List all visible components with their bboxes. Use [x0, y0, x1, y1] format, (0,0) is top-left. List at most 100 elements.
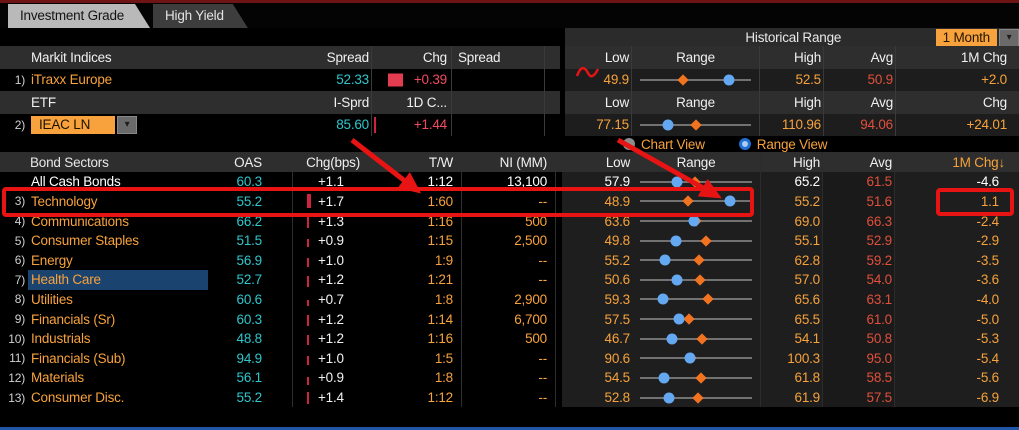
table-row[interactable]: 3) Technology 55.2 +1.7 1:60 -- 48.9 55.…: [0, 191, 1019, 212]
range-cell: [632, 211, 760, 231]
high-column-header[interactable]: High: [760, 91, 824, 114]
low-column-header[interactable]: Low: [565, 91, 632, 114]
chart-view-option[interactable]: Chart View: [623, 137, 705, 152]
current-dot-marker: [662, 119, 674, 131]
high-column-header[interactable]: High: [760, 152, 822, 172]
avg-column-header[interactable]: Avg: [824, 46, 896, 69]
1m-chg-value: -3.5: [894, 250, 1019, 271]
range-cell: [632, 368, 760, 388]
1m-chg-value: -5.3: [894, 328, 1019, 349]
range-column-header[interactable]: Range: [632, 91, 760, 114]
ni-value: 13,100: [462, 172, 556, 192]
1m-chg-value: -2.4: [894, 211, 1019, 231]
1d-chg-column-header[interactable]: 1D C...: [372, 91, 452, 114]
table-row[interactable]: 1) iTraxx Europe 52.33 +0.39: [0, 68, 560, 91]
chg-column-header[interactable]: Chg: [372, 46, 452, 69]
spread-column-header[interactable]: Spread: [200, 46, 372, 69]
high-column-header[interactable]: High: [760, 46, 824, 69]
table-row[interactable]: 2) IEAC LN ▾ 85.60 +1.44: [0, 113, 560, 136]
table-row[interactable]: 5) Consumer Staples 51.5 +0.9 1:15 2,500…: [0, 230, 1019, 251]
avg-value: 61.0: [822, 309, 894, 329]
1m-chg-value: 1.1: [894, 191, 1019, 212]
avg-diamond-marker: [695, 372, 708, 384]
tab-investment-grade[interactable]: Investment Grade: [8, 4, 150, 28]
table-row[interactable]: 12) Materials 56.1 +0.9 1:8 -- 54.5 61.8…: [0, 368, 1019, 388]
table-row[interactable]: 6) Energy 56.9 +1.0 1:9 -- 55.2 62.8 59.…: [0, 250, 1019, 271]
chg-cell: +0.7: [293, 290, 370, 310]
sector-name: Industrials: [31, 331, 91, 347]
low-value: 59.3: [562, 289, 632, 310]
low-value: 46.7: [562, 328, 632, 349]
1m-chg-column-header[interactable]: 1M Chg: [960, 49, 1007, 65]
table-row[interactable]: 8) Utilities 60.6 +0.7 1:8 2,900 59.3 65…: [0, 289, 1019, 310]
range-cell: [632, 348, 760, 369]
chevron-down-icon[interactable]: ▾: [999, 28, 1019, 47]
low-value: 50.6: [562, 270, 632, 290]
tab-high-yield[interactable]: High Yield: [153, 4, 248, 28]
red-bar-marker: [374, 116, 376, 133]
chevron-down-icon[interactable]: ▾: [117, 115, 137, 134]
chg-cell: +1.0: [293, 250, 370, 270]
chg-bar: [307, 391, 309, 405]
ni-value: 500: [462, 211, 556, 231]
avg-column-header[interactable]: Avg: [824, 91, 896, 114]
table-row[interactable]: 9) Financials (Sr) 60.3 +1.2 1:14 6,700 …: [0, 309, 1019, 329]
oas-column-header[interactable]: OAS: [208, 152, 293, 172]
tw-value: 1:60: [370, 191, 462, 212]
etf-ticker-selector[interactable]: IEAC LN: [31, 115, 115, 134]
low-column-header[interactable]: Low: [565, 46, 632, 69]
bond-sectors-column-header[interactable]: Bond Sectors: [30, 154, 109, 170]
row-number: 5): [14, 233, 25, 248]
spread2-column-header[interactable]: Spread: [452, 46, 545, 69]
current-dot-marker: [663, 392, 675, 403]
current-dot-marker: [724, 195, 736, 207]
range-cell: [632, 230, 760, 251]
table-row[interactable]: 10) Industrials 48.8 +1.2 1:16 500 46.7 …: [0, 328, 1019, 349]
table-row[interactable]: All Cash Bonds 60.3 +1.1 1:12 13,100 57.…: [0, 172, 1019, 192]
current-dot-marker: [657, 293, 669, 305]
sector-name: Communications: [31, 213, 129, 229]
range-line: [640, 318, 752, 321]
avg-value: 61.5: [822, 172, 894, 192]
table-row[interactable]: 7) Health Care 52.7 +1.2 1:21 -- 50.6 57…: [0, 270, 1019, 290]
range-view-option[interactable]: Range View: [738, 137, 828, 152]
ni-value: 2,500: [462, 230, 556, 251]
ni-mm-column-header[interactable]: NI (MM): [462, 152, 556, 172]
radio-selected-icon[interactable]: [738, 138, 751, 150]
tw-value: 1:9: [370, 250, 462, 271]
chg-bar: [307, 356, 309, 366]
table-row[interactable]: 13) Consumer Disc. 55.2 +1.4 1:12 -- 52.…: [0, 387, 1019, 408]
table-row[interactable]: 11) Financials (Sub) 94.9 +1.0 1:5 -- 90…: [0, 348, 1019, 369]
chg-cell: +1.4: [293, 388, 370, 408]
range-column-header[interactable]: Range: [676, 154, 716, 170]
high-value: 69.0: [760, 211, 822, 231]
radio-unselected-icon[interactable]: [623, 138, 635, 150]
avg-diamond-marker: [701, 293, 714, 306]
avg-value: 66.3: [822, 211, 894, 231]
current-dot-marker: [688, 215, 700, 227]
chg-value: +0.39: [372, 68, 452, 91]
avg-diamond-marker: [676, 74, 689, 86]
1m-chg-column-header[interactable]: 1M Chg ↓: [894, 152, 1019, 172]
isprd-column-header[interactable]: I-Sprd: [200, 91, 372, 114]
low-value: 49.9: [565, 68, 632, 91]
period-selector[interactable]: 1 Month: [935, 29, 997, 46]
current-dot-marker: [670, 235, 682, 247]
oas-value: 55.2: [208, 191, 293, 212]
row-number: 11): [9, 351, 25, 366]
etf-header-row: ETF I-Sprd 1D C...: [0, 91, 560, 114]
tw-column-header[interactable]: T/W: [370, 152, 462, 172]
avg-column-header[interactable]: Avg: [822, 152, 894, 172]
range-column-header[interactable]: Range: [632, 46, 760, 69]
row-number: 3): [14, 194, 25, 209]
1m-chg-value: -4.6: [894, 172, 1019, 192]
chg-column-header[interactable]: Chg: [982, 94, 1007, 110]
sector-name: Consumer Disc.: [31, 390, 125, 405]
chg-cell: +0.9: [293, 231, 370, 251]
avg-diamond-marker: [683, 313, 695, 325]
chg-bps-column-header[interactable]: Chg(bps): [306, 154, 360, 170]
table-row[interactable]: 4) Communications 66.2 +1.3 1:16 500 63.…: [0, 211, 1019, 231]
1m-chg-value: -4.0: [894, 289, 1019, 310]
low-column-header[interactable]: Low: [605, 154, 630, 170]
ni-value: 2,900: [462, 289, 556, 310]
